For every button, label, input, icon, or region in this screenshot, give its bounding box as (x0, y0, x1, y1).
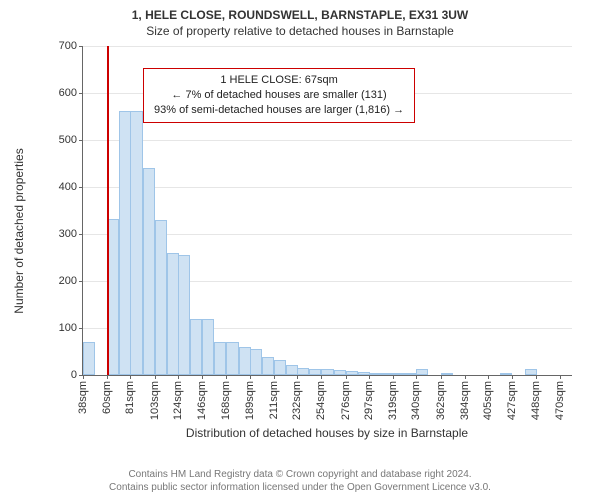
histogram-bar (321, 369, 333, 375)
x-tick-mark (130, 375, 131, 379)
histogram-bar (441, 373, 453, 375)
y-tick-label: 400 (59, 181, 83, 193)
y-tick-label: 200 (59, 275, 83, 287)
histogram-bar (83, 342, 95, 375)
chart-container: 1, HELE CLOSE, ROUNDSWELL, BARNSTAPLE, E… (0, 0, 600, 500)
x-tick-label: 103sqm (149, 381, 161, 420)
info-box: 1 HELE CLOSE: 67sqm← 7% of detached hous… (143, 68, 415, 123)
x-tick-label: 405sqm (482, 381, 494, 420)
x-tick-label: 211sqm (268, 381, 280, 419)
x-tick-mark (488, 375, 489, 379)
x-tick-label: 427sqm (506, 381, 518, 420)
histogram-bar (202, 319, 214, 375)
y-tick-label: 100 (59, 322, 83, 334)
histogram-bar (214, 342, 226, 375)
x-tick-label: 168sqm (220, 381, 232, 420)
histogram-bar (130, 111, 142, 375)
x-tick-label: 297sqm (363, 381, 375, 420)
reference-line (107, 46, 109, 375)
y-tick-label: 0 (71, 369, 83, 381)
x-tick-mark (202, 375, 203, 379)
x-tick-mark (321, 375, 322, 379)
gridline (83, 140, 572, 141)
histogram-bar (393, 373, 405, 375)
y-tick-label: 300 (59, 228, 83, 240)
histogram-bar (155, 220, 167, 375)
histogram-bar (416, 369, 428, 375)
x-tick-mark (465, 375, 466, 379)
plot-area: 010020030040050060070038sqm60sqm81sqm103… (82, 46, 572, 376)
y-tick-label: 600 (59, 87, 83, 99)
x-tick-label: 470sqm (554, 381, 566, 420)
x-tick-label: 254sqm (315, 381, 327, 420)
page-subtitle: Size of property relative to detached ho… (0, 22, 600, 42)
x-tick-label: 124sqm (172, 381, 184, 420)
footer-line-1: Contains HM Land Registry data © Crown c… (0, 469, 600, 482)
info-box-line-1: 1 HELE CLOSE: 67sqm (154, 73, 404, 88)
page-title: 1, HELE CLOSE, ROUNDSWELL, BARNSTAPLE, E… (0, 0, 600, 22)
y-axis-label: Number of detached properties (12, 148, 26, 313)
histogram-bar (143, 168, 155, 375)
x-tick-label: 146sqm (196, 381, 208, 420)
x-tick-label: 189sqm (244, 381, 256, 420)
y-tick-label: 500 (59, 134, 83, 146)
histogram-bar (190, 319, 202, 375)
x-tick-mark (155, 375, 156, 379)
histogram-bar (500, 373, 512, 375)
x-tick-mark (441, 375, 442, 379)
histogram-bar (309, 369, 321, 375)
x-tick-mark (178, 375, 179, 379)
info-box-line-3: 93% of semi-detached houses are larger (… (154, 103, 404, 118)
histogram-bar (262, 357, 274, 375)
histogram-bar (250, 349, 262, 375)
x-tick-mark (250, 375, 251, 379)
attribution-footer: Contains HM Land Registry data © Crown c… (0, 469, 600, 494)
x-tick-mark (346, 375, 347, 379)
histogram-bar (226, 342, 238, 375)
x-tick-mark (297, 375, 298, 379)
x-tick-mark (83, 375, 84, 379)
gridline (83, 187, 572, 188)
x-tick-label: 340sqm (410, 381, 422, 420)
histogram-bar (369, 373, 381, 375)
x-tick-label: 232sqm (291, 381, 303, 420)
x-tick-label: 448sqm (530, 381, 542, 420)
info-box-line-2: ← 7% of detached houses are smaller (131… (154, 88, 404, 103)
chart-area: Number of detached properties 0100200300… (52, 46, 582, 416)
x-tick-mark (393, 375, 394, 379)
x-tick-mark (416, 375, 417, 379)
histogram-bar (178, 255, 190, 375)
gridline (83, 46, 572, 47)
histogram-bar (334, 370, 346, 375)
footer-line-2: Contains public sector information licen… (0, 482, 600, 495)
x-tick-mark (226, 375, 227, 379)
x-tick-mark (560, 375, 561, 379)
x-tick-label: 362sqm (435, 381, 447, 420)
x-tick-label: 81sqm (124, 381, 136, 414)
histogram-bar (346, 371, 358, 375)
histogram-bar (381, 373, 393, 375)
x-tick-label: 276sqm (340, 381, 352, 420)
x-axis-label: Distribution of detached houses by size … (82, 426, 572, 440)
x-tick-mark (107, 375, 108, 379)
x-tick-mark (274, 375, 275, 379)
histogram-bar (297, 368, 309, 375)
x-tick-mark (369, 375, 370, 379)
x-tick-label: 384sqm (459, 381, 471, 420)
x-tick-label: 319sqm (387, 381, 399, 420)
histogram-bar (274, 360, 286, 375)
x-tick-label: 38sqm (77, 381, 89, 414)
x-tick-label: 60sqm (101, 381, 113, 414)
y-tick-label: 700 (59, 40, 83, 52)
x-tick-mark (536, 375, 537, 379)
x-tick-mark (512, 375, 513, 379)
